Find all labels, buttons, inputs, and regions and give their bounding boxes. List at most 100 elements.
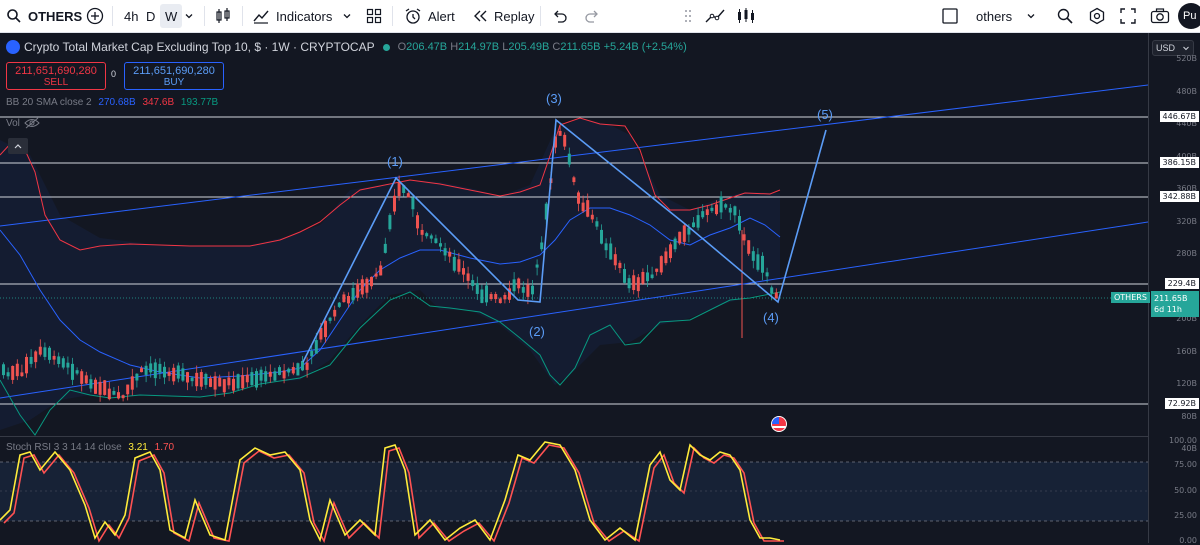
candle-body [324, 320, 327, 338]
eye-hidden-icon[interactable] [24, 117, 40, 129]
interval-4h[interactable]: 4h [124, 8, 139, 24]
rewind-icon [474, 10, 487, 22]
candle-body [314, 340, 318, 354]
candle-body [84, 375, 88, 384]
templates-button[interactable] [366, 0, 382, 32]
redo-button[interactable] [584, 0, 600, 32]
collapse-legend-button[interactable] [8, 138, 28, 154]
sell-button[interactable]: 211,651,690,280 SELL [6, 62, 106, 90]
candle-body [305, 362, 309, 370]
bb-legend[interactable]: BB 20 SMA close 2 270.68B 347.6B 193.77B [6, 97, 219, 108]
candle-body [195, 372, 199, 387]
search-icon [7, 9, 21, 23]
candle-body [186, 372, 189, 383]
alarm-clock-icon [405, 8, 421, 24]
chart-pane[interactable]: Crypto Total Market Cap Excluding Top 10… [0, 33, 1148, 543]
indicators-button[interactable]: Indicators [252, 0, 332, 32]
us-flag-event-icon[interactable] [771, 416, 787, 432]
divider [392, 6, 393, 26]
stoch-k-line [0, 441, 781, 543]
candle-body [567, 153, 571, 165]
drawing-toolbar-handle[interactable] [684, 0, 692, 32]
candle-body [733, 206, 737, 216]
interval-dropdown[interactable] [184, 0, 194, 32]
wave-label-3: (3) [546, 91, 562, 106]
candle-body [738, 216, 741, 231]
chart-type-button[interactable] [214, 0, 232, 32]
layout-checkbox[interactable] [942, 0, 958, 32]
candle-body [604, 243, 608, 251]
zoom-search-icon [1057, 8, 1073, 24]
undo-button[interactable] [552, 0, 568, 32]
settings-button[interactable] [1088, 0, 1106, 32]
candle-body [218, 377, 222, 387]
drag-handle-icon [685, 10, 691, 22]
fullscreen-button[interactable] [1120, 0, 1136, 32]
volume-legend[interactable]: Vol [6, 117, 40, 129]
snapshot-button[interactable] [1150, 0, 1170, 32]
candle-body [696, 215, 700, 228]
candle-body [245, 374, 249, 383]
stoch-legend[interactable]: Stoch RSI 3 3 14 14 close 3.21 1.70 [6, 442, 175, 453]
square-icon [942, 8, 958, 24]
bb-fill [0, 118, 780, 430]
candle-body [590, 214, 594, 220]
candle-body [80, 371, 84, 384]
plus-circle-icon [86, 7, 104, 25]
candle-body [153, 362, 157, 379]
candle-body [728, 207, 732, 213]
candle-body [149, 363, 153, 373]
candle-body [705, 209, 709, 216]
compare-button[interactable] [86, 0, 104, 32]
interval-d[interactable]: D [146, 8, 156, 24]
candle-body [719, 196, 723, 213]
candle-body [682, 225, 686, 242]
quick-search-button[interactable] [1056, 0, 1074, 32]
buy-button[interactable]: 211,651,690,280 BUY [124, 62, 224, 90]
candle-body [531, 285, 534, 295]
candle-body [209, 378, 212, 387]
layout-dropdown[interactable] [1026, 0, 1036, 32]
replay-button[interactable]: Replay [472, 0, 534, 32]
divider [242, 6, 243, 26]
indicators-dropdown[interactable] [342, 0, 352, 32]
ohlc-values: O206.47B H214.97B L205.49B C211.65B +5.2… [397, 41, 687, 53]
candle-body [655, 268, 659, 272]
trend-line-tool[interactable] [704, 0, 726, 32]
candle-body [761, 255, 764, 273]
divider [204, 6, 205, 26]
alert-button[interactable]: Alert [404, 0, 455, 32]
candle-body [678, 231, 682, 244]
price-chart[interactable] [0, 33, 1148, 543]
symbol-search[interactable]: OTHERS [6, 0, 82, 32]
candle-body [475, 283, 479, 294]
interval-w[interactable]: W [160, 4, 183, 28]
candle-body [158, 363, 162, 373]
candle-body [342, 294, 346, 303]
gear-icon [1089, 7, 1105, 25]
layout-name[interactable]: others [976, 8, 1013, 24]
candle-style-tool[interactable] [736, 0, 756, 32]
chevron-down-icon [1027, 14, 1035, 19]
candle-body [503, 294, 507, 300]
candle-body [356, 283, 360, 298]
currency-selector[interactable]: USD [1152, 40, 1194, 56]
profile-button[interactable]: Pu [1178, 0, 1200, 32]
candle-body [724, 204, 728, 208]
candle-body [770, 287, 774, 294]
level-label-72: 72.92B [1164, 398, 1199, 409]
chevron-up-icon [14, 144, 22, 149]
candle-body [457, 259, 461, 272]
candle-body [480, 289, 484, 303]
candle-body [181, 368, 185, 381]
candle-body [167, 371, 171, 376]
candle-body [337, 302, 341, 307]
stoch-tick: 0.00 [1179, 536, 1197, 545]
candle-body [328, 317, 332, 321]
candle-body [374, 273, 378, 277]
candle-body [517, 278, 521, 289]
candle-body [11, 365, 15, 380]
price-axis[interactable]: USD 520B480B440B400B360B320B280B240B200B… [1148, 33, 1200, 545]
price-tick: 40B [1181, 444, 1197, 453]
stoch-tick: 25.00 [1174, 511, 1197, 520]
